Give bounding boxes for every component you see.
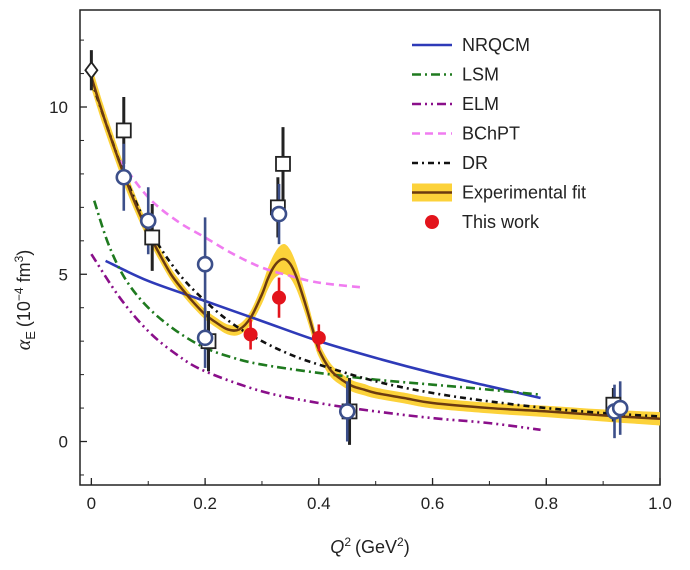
this-work-point	[243, 327, 258, 342]
y-tick-label: 10	[49, 98, 68, 117]
circle-point	[196, 329, 214, 347]
x-tick-label: 0	[87, 494, 96, 513]
circle-point	[270, 205, 288, 223]
this-work-point	[272, 290, 287, 305]
circle-point	[611, 399, 629, 417]
series-dr-line	[90, 79, 660, 418]
model-lines	[90, 79, 660, 432]
circle-point	[338, 403, 356, 420]
square-point	[144, 229, 161, 246]
y-label-units-sup2: 3	[12, 255, 26, 262]
y-label-units-close: )	[14, 250, 34, 256]
circle-point	[139, 212, 157, 230]
x-tick-label: 0.8	[534, 494, 558, 513]
series-lsm-line	[92, 200, 541, 396]
legend-item-bchpt: BChPT	[412, 124, 520, 144]
circle-point	[115, 168, 133, 186]
fit-band	[91, 65, 660, 426]
legend-item-nrqcm: NRQCM	[412, 35, 530, 55]
x-axis-label: Q2 (GeV2)	[330, 535, 409, 557]
legend: NRQCM LSM ELM BChPT DR Experimental fit This w…	[412, 35, 586, 232]
y-label-sub: E	[23, 331, 38, 340]
series-bchpt-line	[118, 159, 365, 289]
legend-item-this_work: This work	[425, 212, 540, 232]
diamond-point	[84, 60, 99, 80]
legend-item-lsm: LSM	[412, 65, 499, 85]
legend-item-dr: DR	[412, 153, 488, 173]
legend-item-elm: ELM	[412, 94, 499, 114]
x-label-sup: 2	[344, 535, 351, 549]
legend-swatch-marker	[425, 215, 439, 229]
series-nrqcm-line	[105, 259, 541, 400]
square-point	[275, 155, 291, 172]
legend-label: DR	[462, 153, 488, 173]
x-tick-label: 0.2	[193, 494, 217, 513]
plot-frame	[79, 9, 661, 486]
x-label-units: (GeV	[355, 537, 397, 557]
x-label-main: Q	[330, 537, 344, 557]
series-elm-line	[90, 253, 541, 432]
legend-label: BChPT	[462, 124, 520, 144]
y-label-units-mid: fm	[14, 262, 34, 287]
legend-item-fit: Experimental fit	[412, 183, 586, 203]
legend-label: This work	[462, 212, 540, 232]
y-label-units-sup: −4	[12, 287, 26, 301]
x-tick-label: 1.0	[648, 494, 672, 513]
axis-ticks: 0 0.2 0.4 0.6 0.8 1.0 0 5 10	[49, 39, 672, 513]
y-axis-label: αE (10−4 fm3)	[12, 250, 38, 351]
legend-label: Experimental fit	[462, 183, 586, 203]
x-tick-label: 0.6	[421, 494, 445, 513]
x-tick-label: 0.4	[307, 494, 331, 513]
y-label-main: α	[13, 339, 35, 350]
fit-line	[90, 76, 660, 421]
y-tick-label: 0	[59, 433, 68, 452]
y-tick-label: 5	[59, 265, 68, 284]
legend-label: LSM	[462, 65, 499, 85]
circle-point	[196, 255, 214, 273]
x-label-units-close: )	[404, 537, 410, 557]
legend-label: ELM	[462, 94, 499, 114]
x-label-units-sup: 2	[397, 535, 404, 549]
legend-label: NRQCM	[462, 35, 530, 55]
data-markers	[84, 50, 629, 445]
y-label-units: (10	[14, 301, 34, 327]
square-point	[115, 122, 132, 139]
this-work-point	[311, 330, 326, 345]
